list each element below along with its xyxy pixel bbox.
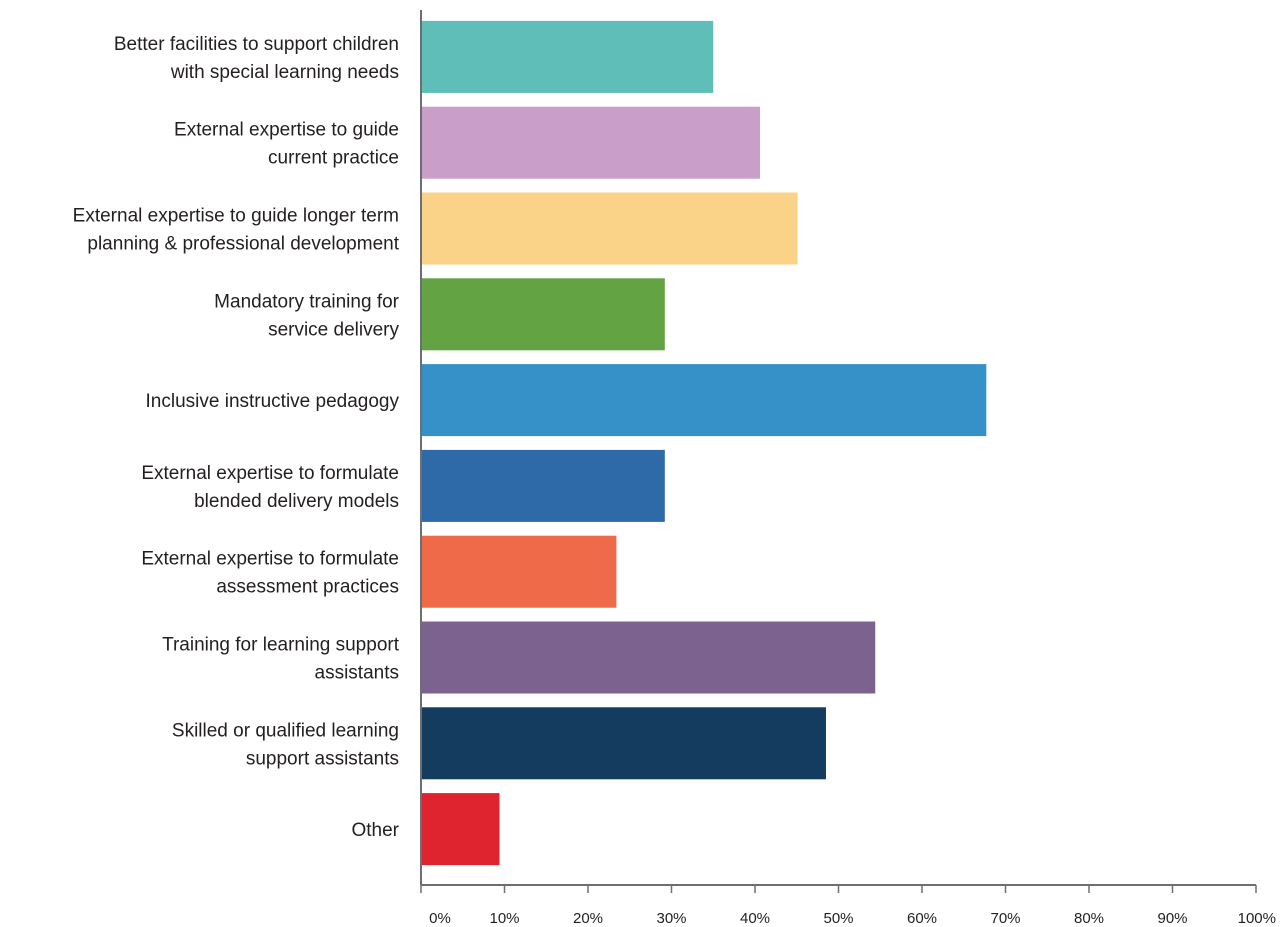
category-label-line: External expertise to formulate	[141, 549, 399, 570]
category-label-1: Better facilities to support children wit…	[114, 34, 399, 83]
category-label-line: assessment practices	[216, 577, 399, 598]
bar-5	[421, 364, 987, 437]
category-label-line: support assistants	[246, 748, 399, 769]
bar-2	[421, 106, 761, 179]
x-axis-ticks-group: 0% 10% 20% 30% 40% 50% 60% 70% 80% 90% 100%	[420, 885, 1276, 927]
category-labels-group: Better facilities to support children wit…	[73, 34, 400, 841]
bar-10	[421, 793, 500, 866]
bar-8	[421, 621, 876, 694]
category-label-line: Better facilities to support children	[114, 34, 399, 55]
x-tick-label: 20%	[573, 910, 603, 927]
x-tick-label: 90%	[1157, 910, 1187, 927]
category-label-line: External expertise to guide	[174, 120, 399, 141]
category-label-line: Training for learning support	[162, 635, 400, 656]
category-label-9: Skilled or qualified learning support ass…	[172, 720, 399, 769]
category-label-line: Inclusive instructive pedagogy	[146, 391, 400, 412]
bar-7	[421, 535, 617, 608]
x-tick-label: 100%	[1238, 910, 1276, 927]
x-tick-label: 70%	[990, 910, 1020, 927]
category-label-line: External expertise to formulate	[141, 463, 399, 484]
category-label-7: External expertise to formulate assessmen…	[141, 549, 399, 598]
category-label-line: service delivery	[268, 319, 399, 340]
x-tick-label: 40%	[740, 910, 770, 927]
x-tick-label: 50%	[823, 910, 853, 927]
x-tick-label: 0%	[429, 910, 451, 927]
bar-4	[421, 278, 665, 351]
category-label-line: current practice	[268, 148, 399, 169]
x-tick-label: 60%	[907, 910, 937, 927]
bars-group	[421, 20, 987, 866]
category-label-line: External expertise to guide longer term	[73, 206, 399, 227]
category-label-line: blended delivery models	[194, 491, 399, 512]
x-tick-label: 80%	[1074, 910, 1104, 927]
category-label-5: Inclusive instructive pedagogy	[146, 391, 400, 412]
category-label-10: Other	[351, 820, 399, 841]
category-label-4: Mandatory training for service delivery	[214, 291, 399, 340]
category-label-2: External expertise to guide current pract…	[174, 120, 399, 169]
category-label-line: planning & professional development	[87, 234, 399, 255]
category-label-8: Training for learning support assistants	[162, 635, 400, 684]
bar-6	[421, 449, 665, 522]
bar-3	[421, 192, 798, 265]
category-label-3: External expertise to guide longer term p…	[73, 206, 400, 255]
category-label-line: with special learning needs	[170, 62, 399, 83]
category-label-6: External expertise to formulate blended d…	[141, 463, 399, 512]
category-label-line: assistants	[315, 663, 399, 684]
x-tick-label: 30%	[656, 910, 686, 927]
bar-9	[421, 707, 826, 780]
category-label-line: Skilled or qualified learning	[172, 720, 399, 741]
x-tick-label: 10%	[489, 910, 519, 927]
bar-1	[421, 20, 714, 93]
category-label-line: Other	[351, 820, 399, 841]
category-label-line: Mandatory training for	[214, 291, 399, 312]
